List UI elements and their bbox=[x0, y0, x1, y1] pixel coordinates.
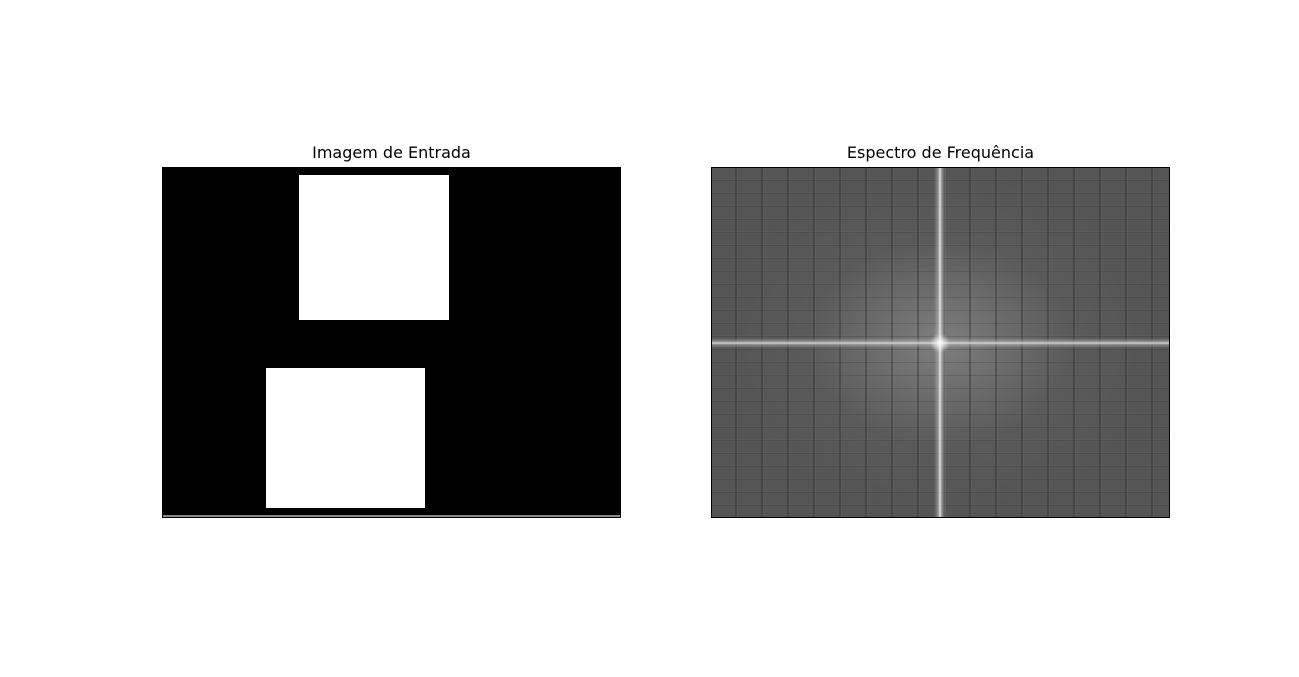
input-image-axes bbox=[162, 167, 621, 518]
white-rectangle-top bbox=[299, 175, 449, 320]
frequency-spectrum-axes bbox=[711, 167, 1170, 518]
spectrum-dc-peak bbox=[930, 333, 950, 353]
input-image-title: Imagem de Entrada bbox=[312, 143, 471, 162]
image-bottom-edge bbox=[163, 515, 620, 517]
frequency-spectrum-title: Espectro de Frequência bbox=[846, 143, 1035, 162]
white-rectangle-bottom bbox=[266, 368, 425, 508]
